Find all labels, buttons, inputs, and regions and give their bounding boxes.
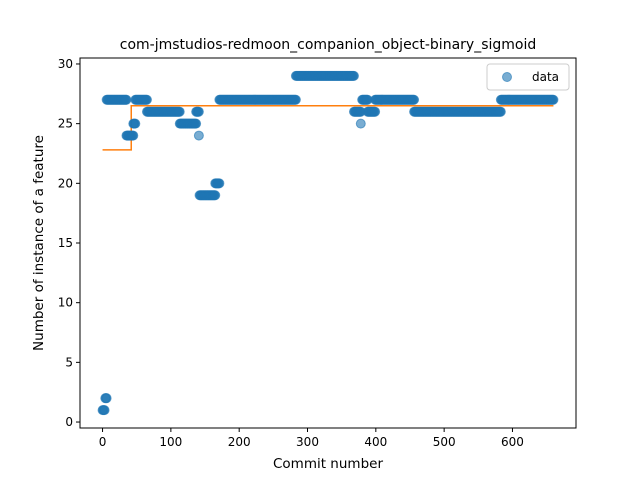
legend-box — [486, 63, 570, 91]
data-point — [99, 405, 110, 416]
data-point — [191, 118, 202, 129]
y-tick-label: 25 — [58, 117, 73, 131]
data-point — [409, 94, 420, 105]
data-point — [348, 70, 359, 81]
legend-marker — [502, 72, 512, 82]
x-tick-label: 100 — [159, 435, 182, 449]
x-axis: 0 100 200 300 400 500 600 — [99, 428, 524, 449]
data-point — [193, 130, 204, 141]
x-tick-label: 400 — [364, 435, 387, 449]
x-tick-label: 300 — [296, 435, 319, 449]
data-point — [495, 106, 506, 117]
data-point — [290, 94, 301, 105]
y-tick-label: 0 — [65, 415, 73, 429]
data-point — [141, 94, 152, 105]
y-tick-label: 20 — [58, 176, 73, 190]
data-point — [370, 106, 381, 117]
x-tick-label: 200 — [228, 435, 251, 449]
data-point — [355, 118, 366, 129]
data-series — [97, 70, 559, 416]
x-tick-label: 600 — [501, 435, 524, 449]
y-tick-label: 30 — [58, 57, 73, 71]
data-point — [210, 190, 221, 201]
x-tick-label: 500 — [433, 435, 456, 449]
x-tick-label: 0 — [99, 435, 107, 449]
data-point — [121, 94, 132, 105]
legend-label: data — [532, 70, 559, 84]
y-tick-label: 5 — [65, 355, 73, 369]
data-point — [101, 393, 112, 404]
data-point — [174, 106, 185, 117]
x-axis-label: Commit number — [273, 456, 383, 472]
data-point — [193, 106, 204, 117]
y-tick-label: 15 — [58, 236, 73, 250]
legend: data — [486, 63, 570, 91]
y-axis: 0 5 10 15 20 25 30 — [58, 57, 80, 429]
chart-title: com-jmstudios-redmoon_companion_object-b… — [120, 37, 537, 53]
y-tick-label: 10 — [58, 296, 73, 310]
data-point — [548, 94, 559, 105]
data-point — [214, 178, 225, 189]
y-axis-label: Number of instance of a feature — [31, 135, 47, 351]
data-point — [128, 130, 139, 141]
data-point — [130, 118, 141, 129]
